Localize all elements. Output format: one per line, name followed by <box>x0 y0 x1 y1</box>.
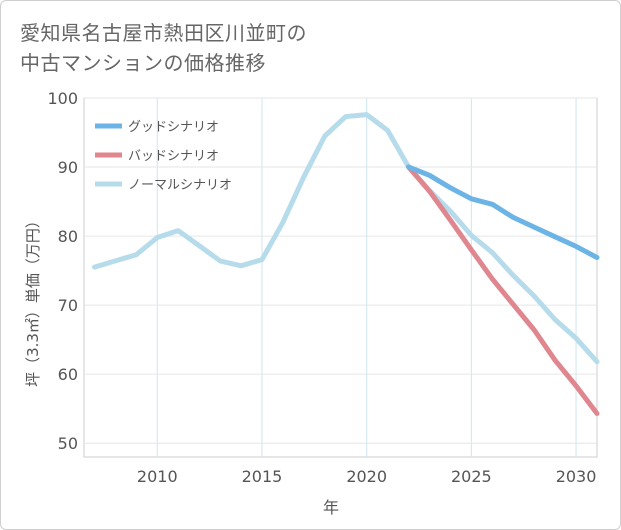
chart-title-line-2: 中古マンションの価格推移 <box>20 51 266 75</box>
y-axis-label: 坪（3.3㎡）単価（万円） <box>24 213 42 387</box>
series-line-2 <box>92 112 600 365</box>
x-tick-label: 2015 <box>242 467 283 486</box>
legend-label-2: ノーマルシナリオ <box>128 178 232 193</box>
x-tick-label: 2010 <box>137 467 178 486</box>
chart-title-line-1: 愛知県名古屋市熱田区川並町の <box>20 21 307 45</box>
x-tick-label: 2025 <box>451 467 492 486</box>
chart-series <box>92 112 600 416</box>
y-tick-label: 70 <box>58 296 78 315</box>
y-tick-label: 100 <box>47 89 78 108</box>
y-tick-label: 60 <box>58 365 78 384</box>
y-tick-label: 90 <box>58 158 78 177</box>
x-tick-label: 2030 <box>556 467 597 486</box>
series-line-0 <box>406 164 600 260</box>
legend-label-0: グッドシナリオ <box>128 120 219 135</box>
chart-axes: 2010 2015 2020 2025 2030 50 60 70 80 90 100 <box>47 89 596 486</box>
series-line-1 <box>406 164 600 416</box>
y-tick-label: 80 <box>58 227 78 246</box>
y-tick-label: 50 <box>58 434 78 453</box>
chart-grid <box>83 97 598 458</box>
x-axis-label: 年 <box>323 498 339 517</box>
x-tick-label: 2020 <box>346 467 387 486</box>
legend-label-1: バッドシナリオ <box>128 149 219 164</box>
chart-title: 愛知県名古屋市熱田区川並町の 中古マンションの価格推移 <box>20 18 307 78</box>
